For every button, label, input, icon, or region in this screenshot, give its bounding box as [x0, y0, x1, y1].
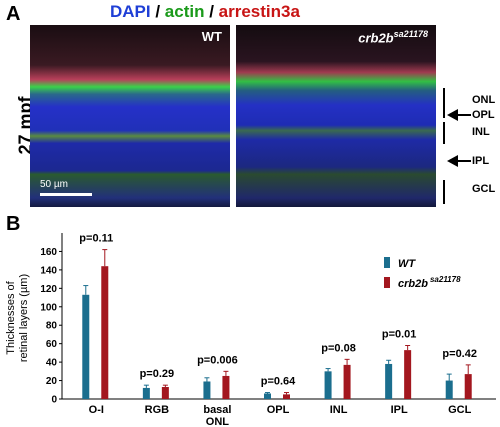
chart-axes: 0 20 40 60 80 100 120 140 160 [40, 233, 496, 406]
y-tick-label: 80 [46, 321, 58, 332]
micrograph-crb2b: crb2bsa21178 [236, 25, 436, 207]
y-tick-label: 120 [40, 284, 57, 295]
x-tick-label: basal [203, 404, 231, 416]
micrograph-wt: WT 50 µm [30, 25, 230, 207]
p-value-label: p=0.42 [442, 348, 477, 360]
y-axis-title: Thicknesses of retinal layers (µm) [5, 274, 30, 362]
ipl-arrow-icon [447, 155, 471, 167]
scale-bar: 50 µm [40, 179, 92, 196]
crb2b-label: crb2b [358, 30, 394, 46]
inl-label: INL [472, 126, 490, 138]
y-tick-label: 160 [40, 247, 57, 258]
p-value-label: p=0.11 [79, 233, 113, 245]
thickness-bar-chart: Thicknesses of retinal layers (µm) 0 20 40… [5, 233, 496, 427]
p-value-label: p=0.29 [140, 368, 175, 380]
x-tick-label: O-I [89, 404, 104, 416]
bar [464, 374, 472, 399]
separator: / [204, 2, 219, 21]
bar [404, 350, 412, 399]
y-tick-label: 140 [40, 265, 57, 276]
legend-label: WT [398, 258, 416, 270]
crb2b-allele: sa21178 [393, 29, 428, 39]
onl-bracket [443, 88, 445, 118]
micrograph-wt-image [30, 25, 230, 207]
opl-label: OPL [472, 109, 495, 121]
bar [203, 381, 211, 399]
crb2b-image-label: crb2bsa21178 [358, 29, 428, 45]
x-tick-label: IPL [391, 404, 408, 416]
stain-legend: DAPI / actin / arrestin3a [110, 2, 300, 22]
inl-bracket [443, 122, 445, 144]
x-tick-label: ONL [206, 416, 230, 427]
y-tick-label: 60 [46, 339, 58, 350]
scale-bar-line [40, 193, 92, 196]
bar [264, 393, 271, 399]
y-axis-title-line1: Thicknesses of [5, 280, 17, 354]
bar [101, 266, 109, 399]
opl-arrow-icon [447, 109, 471, 121]
bar [445, 380, 453, 399]
onl-label: ONL [472, 94, 496, 106]
bar [343, 364, 351, 399]
p-value-label: p=0.64 [261, 376, 296, 388]
bar [283, 394, 290, 399]
dapi-label: DAPI [110, 2, 151, 21]
wt-image-label: WT [201, 29, 222, 44]
gcl-bracket [443, 180, 445, 204]
bar [82, 294, 90, 399]
chart-legend: WT crb2b sa21178 [384, 257, 461, 290]
y-axis-title-line2: retinal layers (µm) [18, 274, 30, 362]
x-tick-label: OPL [267, 404, 290, 416]
separator: / [150, 2, 165, 21]
actin-label: actin [164, 2, 205, 21]
p-value-label: p=0.08 [321, 342, 356, 354]
bar [385, 363, 393, 399]
p-value-label: p=0.006 [197, 354, 238, 366]
y-tick-label: 20 [46, 376, 58, 387]
y-tick-label: 100 [40, 302, 57, 313]
legend-swatch [384, 257, 390, 268]
y-tick-label: 40 [46, 358, 58, 369]
micrograph-crb2b-image [236, 25, 436, 207]
bar [142, 387, 150, 399]
y-tick-label: 0 [51, 395, 57, 406]
gcl-label: GCL [472, 183, 496, 195]
arrestin-label: arrestin3a [218, 2, 300, 21]
bar [222, 375, 230, 399]
x-tick-label: GCL [448, 404, 472, 416]
legend-label-sup: sa21178 [430, 275, 461, 284]
legend-label: crb2b sa21178 [398, 275, 461, 290]
p-value-label: p=0.01 [382, 329, 417, 341]
scale-bar-label: 50 µm [40, 179, 68, 190]
x-tick-label: RGB [145, 404, 170, 416]
panel-b-letter: B [6, 213, 21, 235]
legend-swatch [384, 277, 390, 288]
ipl-label: IPL [472, 155, 490, 167]
panel-a-letter: A [6, 3, 21, 25]
bar [161, 387, 169, 399]
x-tick-label: INL [330, 404, 348, 416]
bar [324, 371, 332, 399]
